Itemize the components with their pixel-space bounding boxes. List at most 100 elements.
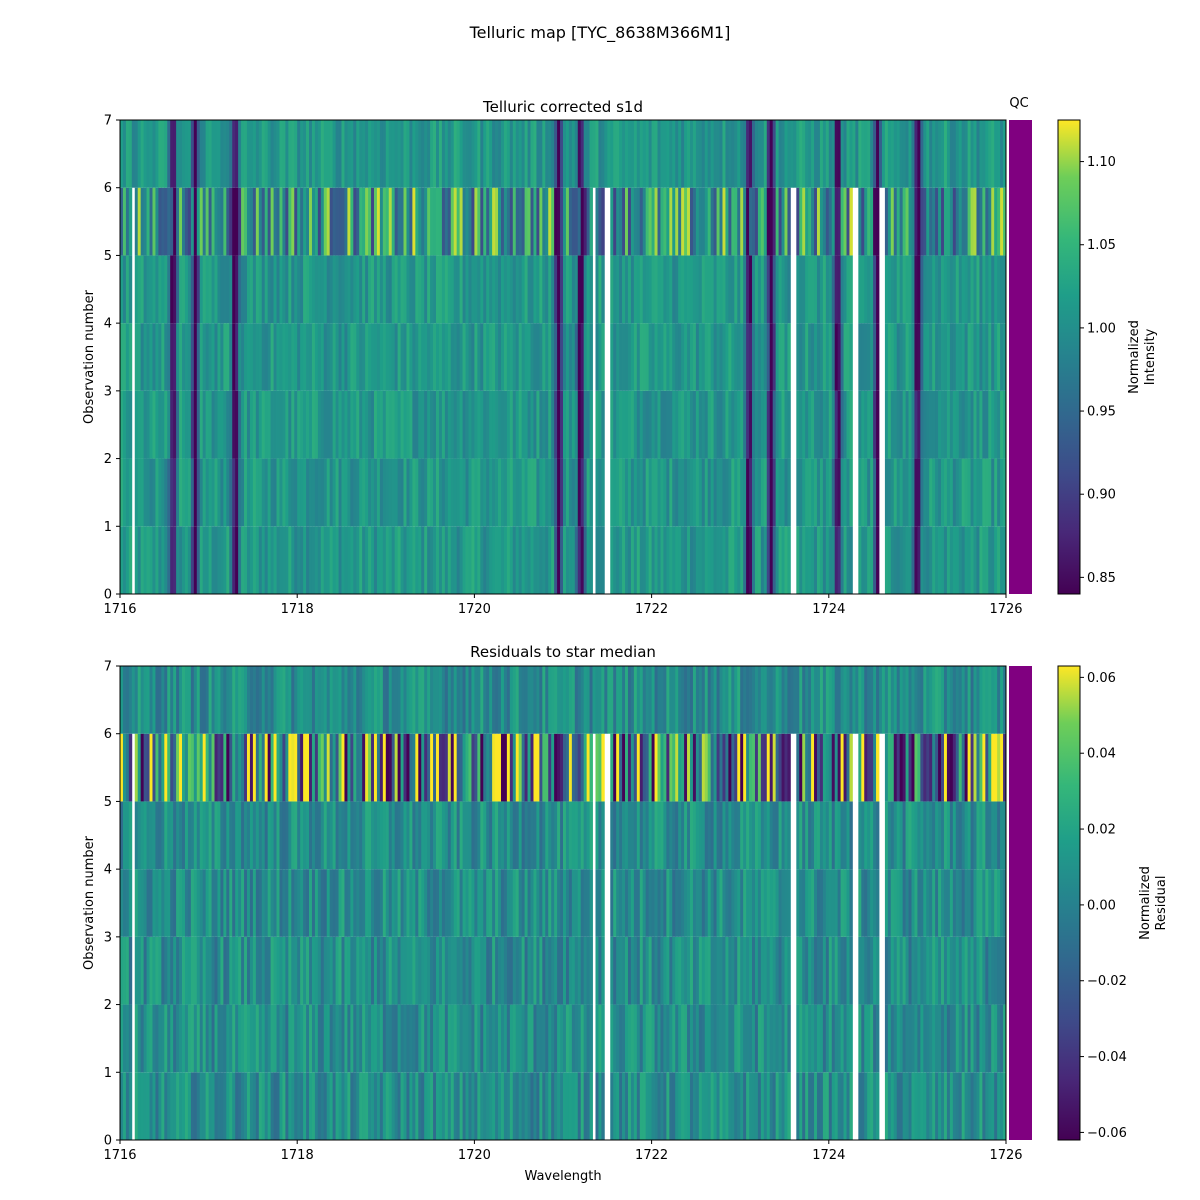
- heatmap-cell: [890, 869, 895, 937]
- heatmap-cell: [509, 666, 514, 734]
- heatmap-cell: [704, 801, 709, 870]
- heatmap-cell: [831, 733, 836, 802]
- heatmap-cell: [199, 526, 204, 594]
- heatmap-cell: [752, 733, 756, 802]
- heatmap-cell: [672, 666, 676, 734]
- heatmap-cell: [521, 187, 525, 256]
- heatmap-cell: [754, 458, 759, 527]
- heatmap-cell: [509, 390, 514, 459]
- heatmap-cell: [816, 936, 821, 1005]
- heatmap-cell: [695, 187, 700, 256]
- heatmap-cell: [1000, 869, 1004, 937]
- heatmap-cell: [344, 936, 348, 1005]
- heatmap-cell: [353, 1072, 357, 1140]
- heatmap-cell: [586, 390, 590, 459]
- heatmap-cell: [379, 323, 384, 391]
- heatmap-cell: [164, 666, 168, 734]
- heatmap-cell: [288, 801, 292, 870]
- heatmap-cell: [465, 666, 469, 734]
- heatmap-cell: [202, 801, 207, 870]
- heatmap-cell: [456, 390, 461, 459]
- heatmap-cell: [338, 390, 342, 459]
- heatmap-cell: [740, 458, 744, 527]
- heatmap-cell: [657, 458, 661, 527]
- heatmap-cell: [415, 1004, 419, 1073]
- heatmap-cell: [406, 936, 410, 1005]
- heatmap-cell: [577, 187, 582, 256]
- heatmap-cell: [678, 458, 682, 527]
- heatmap-cell: [681, 869, 685, 937]
- heatmap-cell: [719, 1004, 723, 1073]
- heatmap-cell: [288, 1004, 292, 1073]
- heatmap-cell: [651, 458, 655, 527]
- heatmap-cell: [309, 801, 313, 870]
- heatmap-cell: [613, 323, 617, 391]
- heatmap-cell: [125, 666, 130, 734]
- heatmap-cell: [258, 390, 263, 459]
- heatmap-cell: [769, 1072, 774, 1140]
- heatmap-cell: [642, 120, 647, 188]
- heatmap-cell: [356, 458, 360, 527]
- heatmap-cell: [1000, 936, 1004, 1005]
- heatmap-cell: [704, 936, 709, 1005]
- heatmap-cell: [146, 1072, 150, 1140]
- heatmap-cell: [837, 666, 842, 734]
- heatmap-cell: [598, 390, 602, 459]
- heatmap-cell: [642, 323, 647, 391]
- heatmap-cell: [595, 526, 599, 594]
- heatmap-cell: [616, 801, 620, 870]
- heatmap-cell: [796, 526, 800, 594]
- heatmap-cell: [382, 120, 387, 188]
- heatmap-cell: [861, 1072, 865, 1140]
- heatmap-cell: [545, 733, 549, 802]
- heatmap-cell: [565, 666, 570, 734]
- heatmap-cell: [359, 869, 363, 937]
- heatmap-cell: [952, 733, 957, 802]
- heatmap-cell: [867, 733, 871, 802]
- heatmap-cell: [347, 801, 351, 870]
- heatmap-cell: [828, 120, 833, 188]
- heatmap-cell: [542, 390, 546, 459]
- heatmap-cell: [920, 255, 924, 324]
- heatmap-cell: [418, 733, 422, 802]
- heatmap-cell: [353, 120, 357, 188]
- heatmap-cell: [424, 869, 428, 937]
- heatmap-cell: [515, 526, 520, 594]
- heatmap-cell: [179, 801, 183, 870]
- heatmap-cell: [1003, 801, 1007, 870]
- heatmap-cell: [146, 526, 150, 594]
- heatmap-cell: [309, 666, 313, 734]
- heatmap-cell: [586, 187, 590, 256]
- heatmap-cell: [385, 458, 390, 527]
- heatmap-cell: [595, 458, 599, 527]
- heatmap-cell: [341, 1072, 345, 1140]
- heatmap-cell: [619, 255, 623, 324]
- heatmap-cell: [433, 733, 437, 802]
- heatmap-cell: [184, 801, 189, 870]
- heatmap-cell: [917, 1004, 921, 1073]
- heatmap-cell: [743, 458, 747, 527]
- heatmap-cell: [415, 526, 419, 594]
- heatmap-cell: [465, 1072, 469, 1140]
- heatmap-cell: [840, 869, 844, 937]
- heatmap-cell: [941, 187, 945, 256]
- heatmap-cell: [920, 458, 924, 527]
- heatmap-cell: [379, 120, 384, 188]
- heatmap-cell: [796, 255, 800, 324]
- heatmap-cell: [373, 936, 378, 1005]
- heatmap-cell: [249, 801, 254, 870]
- heatmap-cell: [884, 666, 889, 734]
- heatmap-cell: [749, 733, 753, 802]
- heatmap-cell: [805, 458, 809, 527]
- heatmap-cell: [503, 458, 508, 527]
- heatmap-cell: [134, 801, 139, 870]
- heatmap-cell: [306, 936, 310, 1005]
- heatmap-cell: [527, 187, 531, 256]
- heatmap-cell: [636, 187, 641, 256]
- heatmap-cell: [698, 1072, 703, 1140]
- heatmap-cell: [657, 255, 661, 324]
- heatmap-cell: [890, 120, 895, 188]
- heatmap-cell: [710, 323, 715, 391]
- heatmap-cell: [799, 323, 803, 391]
- heatmap-cell: [701, 187, 706, 256]
